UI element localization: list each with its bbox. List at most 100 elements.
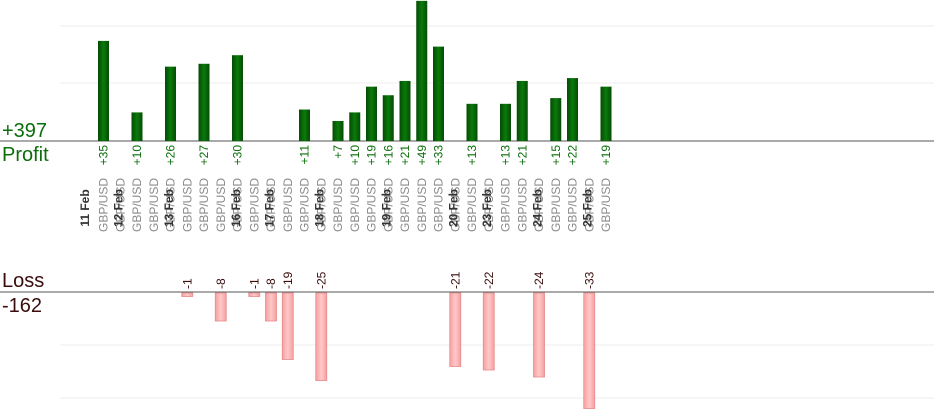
pair-label: GBP/USD	[532, 178, 546, 232]
profit-value-label: +22	[566, 145, 580, 166]
pair-label: GBP/USD	[97, 178, 111, 232]
pair-label: GBP/USD	[164, 178, 178, 232]
pair-label: GBP/USD	[365, 178, 379, 232]
profit-value-label: +13	[465, 145, 479, 166]
loss-value-label: -21	[448, 271, 462, 289]
profit-bar	[433, 46, 444, 142]
profit-bar	[299, 109, 310, 141]
pair-label: GBP/USD	[599, 178, 613, 232]
profit-value-label: +27	[197, 145, 211, 166]
profit-value-label: +21	[398, 145, 412, 166]
pair-label: GBP/USD	[298, 178, 312, 232]
loss-bar	[533, 292, 545, 378]
pair-label: GBP/USD	[147, 178, 161, 232]
date-label: 12 Feb	[112, 189, 126, 227]
loss-bar	[315, 292, 328, 381]
profit-bar	[516, 80, 528, 141]
pair-label: GBP/USD	[566, 178, 580, 232]
profit-value-label: +21	[515, 145, 529, 166]
pair-label: GBP/USD	[247, 178, 261, 232]
loss-bar	[583, 292, 596, 409]
profit-bar	[131, 112, 143, 141]
pair-label: GBP/USD	[482, 178, 496, 232]
profit-value-label: +19	[365, 145, 379, 166]
profit-value-label: +19	[599, 145, 613, 166]
profit-value-label: +10	[348, 145, 362, 166]
date-label: 17 Feb	[262, 189, 276, 227]
date-label: 19 Feb	[380, 189, 394, 227]
pair-label: GBP/USD	[130, 178, 144, 232]
profit-value-label: +30	[231, 145, 245, 166]
loss-value-label: -19	[281, 271, 295, 289]
pair-label: GBP/USD	[264, 178, 278, 232]
loss-label: Loss	[2, 270, 45, 292]
date-label: 23 Feb	[480, 189, 494, 227]
profit-bar	[165, 66, 176, 141]
pair-label: GBP/USD	[348, 178, 362, 232]
date-label: 18 Feb	[313, 189, 327, 227]
pair-label: GBP/USD	[197, 178, 211, 232]
profit-bar	[399, 80, 411, 141]
bar-layer	[98, 0, 612, 409]
loss-value-label: -22	[482, 271, 496, 289]
profit-bar	[98, 40, 109, 141]
profit-value-label: +10	[130, 145, 144, 166]
loss-total: -162	[2, 295, 43, 317]
profit-label: Profit	[2, 144, 49, 166]
loss-value-label: -8	[264, 278, 278, 289]
loss-bar	[482, 292, 495, 371]
profit-bar	[198, 63, 210, 141]
pair-label: GBP/USD	[448, 178, 462, 232]
pair-label: GBP/USD	[582, 178, 596, 232]
profit-value-label: +7	[331, 145, 345, 159]
date-label: 20 Feb	[447, 189, 461, 227]
profit-value-label: +33	[432, 145, 446, 166]
date-label: 13 Feb	[162, 189, 176, 227]
loss-value-label: -1	[247, 278, 261, 289]
pair-label: GBP/USD	[113, 178, 127, 232]
loss-value-label: -8	[214, 278, 228, 289]
pair-label: GBP/USD	[465, 178, 479, 232]
pair-label: GBP/USD	[398, 178, 412, 232]
profit-bar	[567, 78, 578, 141]
profit-bar	[416, 0, 428, 141]
pair-label: GBP/USD	[231, 178, 245, 232]
loss-value-label: -24	[532, 271, 546, 289]
profit-bar	[550, 98, 562, 141]
pair-label: GBP/USD	[432, 178, 446, 232]
profit-bar	[366, 86, 377, 141]
loss-bar	[181, 292, 194, 297]
loss-bar	[214, 292, 227, 322]
pair-label: GBP/USD	[180, 178, 194, 232]
profit-value-label: +16	[381, 145, 395, 166]
loss-bar	[449, 292, 462, 367]
loss-value-label: -25	[314, 271, 328, 289]
pair-label: GBP/USD	[331, 178, 345, 232]
loss-value-label: -33	[582, 271, 596, 289]
loss-value-label: -1	[180, 278, 194, 289]
profit-total: +397	[2, 120, 48, 142]
profit-value-label: +11	[298, 145, 312, 165]
profit-value-label: +35	[97, 145, 111, 166]
pair-label: GBP/USD	[314, 178, 328, 232]
profit-value-label: +26	[164, 145, 178, 166]
date-label: 25 Feb	[581, 189, 595, 227]
loss-bar	[248, 292, 261, 297]
date-label: 11 Feb	[78, 189, 92, 226]
profit-value-label: +49	[415, 145, 429, 166]
profit-bar	[232, 55, 243, 142]
loss-bar	[265, 292, 277, 322]
pair-label: GBP/USD	[515, 178, 529, 232]
pair-label: GBP/USD	[381, 178, 395, 232]
pair-label: GBP/USD	[415, 178, 429, 232]
pair-label: GBP/USD	[214, 178, 228, 232]
pair-label: GBP/USD	[281, 178, 295, 232]
loss-bar	[281, 292, 294, 360]
profit-value-label: +13	[499, 145, 513, 166]
profit-bar	[466, 103, 478, 141]
profit-bar	[332, 120, 344, 141]
profit-bar	[349, 112, 361, 141]
profit-bar	[600, 86, 612, 141]
pair-label: GBP/USD	[549, 178, 563, 232]
